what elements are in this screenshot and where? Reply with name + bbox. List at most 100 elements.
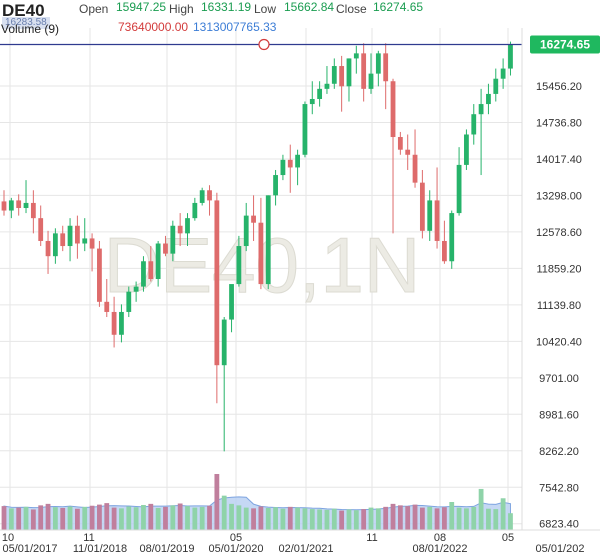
candle-body[interactable] [126, 291, 132, 312]
candle-body[interactable] [133, 286, 139, 292]
candle-body[interactable] [486, 93, 491, 105]
candle-body[interactable] [177, 225, 183, 234]
candle-body[interactable] [375, 53, 381, 74]
candle-body[interactable] [258, 222, 264, 285]
candle-body[interactable] [170, 225, 176, 254]
candle-body[interactable] [89, 238, 95, 249]
volume-bar [412, 504, 418, 530]
candle-body[interactable] [265, 195, 271, 285]
candle-body[interactable] [207, 190, 212, 201]
candle-body[interactable] [155, 243, 161, 279]
candle-body[interactable] [442, 240, 447, 262]
candle-body[interactable] [82, 238, 88, 244]
candle-body[interactable] [287, 159, 293, 168]
candle-body[interactable] [214, 200, 220, 366]
candle-body[interactable] [16, 200, 22, 209]
candle-body[interactable] [383, 53, 389, 82]
volume-bar [302, 508, 308, 530]
high-value: 16331.19 [201, 0, 252, 14]
candle-body[interactable] [478, 104, 484, 115]
y-tick-label: 12578.60 [536, 227, 582, 239]
candle-body[interactable] [104, 301, 110, 312]
close-label: Close [336, 2, 367, 16]
candle-body[interactable] [75, 225, 80, 244]
candle-body[interactable] [353, 53, 359, 59]
candle-body[interactable] [163, 243, 168, 254]
candle-body[interactable] [45, 240, 51, 257]
candle-body[interactable] [419, 182, 425, 231]
candle-body[interactable] [309, 98, 315, 105]
y-tick-label: 14736.80 [536, 117, 582, 129]
candle-body[interactable] [192, 202, 198, 219]
volume-bar [97, 504, 102, 530]
volume-bar [287, 506, 293, 530]
candle-body[interactable] [397, 137, 403, 150]
candle-body[interactable] [23, 202, 29, 209]
volume-bar [456, 507, 462, 530]
candle-body[interactable] [38, 218, 44, 241]
candle-body[interactable] [199, 190, 205, 203]
candle-body[interactable] [229, 284, 234, 320]
candle-body[interactable] [221, 319, 227, 366]
volume-bar [214, 474, 220, 530]
candle-body[interactable] [302, 104, 308, 155]
volume-bar [104, 503, 110, 530]
candle-body[interactable] [390, 81, 396, 138]
candle-body[interactable] [456, 164, 462, 214]
volume-bar [75, 508, 80, 530]
candle-body[interactable] [141, 261, 146, 287]
candle-body[interactable] [236, 246, 242, 285]
candle-body[interactable] [52, 233, 58, 257]
candlesticks[interactable] [1, 41, 513, 452]
volume-value-average: 1313007765.33 [193, 20, 277, 34]
candle-body[interactable] [295, 154, 300, 168]
candle-body[interactable] [331, 66, 337, 84]
price-axis[interactable]: 15456.20 14736.80 14017.40 13298.00 12578.60… [536, 81, 582, 531]
volume-bar [361, 509, 367, 530]
candle-body[interactable] [405, 149, 411, 155]
candle-body[interactable] [368, 73, 374, 89]
candle-body[interactable] [324, 83, 330, 89]
candle-body[interactable] [1, 201, 7, 211]
y-tick-label: 8262.20 [539, 446, 579, 458]
candle-body[interactable] [508, 44, 513, 69]
volume-bar [273, 507, 278, 530]
candle-body[interactable] [185, 218, 190, 234]
candle-body[interactable] [280, 159, 286, 176]
candle-body[interactable] [412, 154, 418, 183]
candle-body[interactable] [30, 202, 36, 219]
candle-body[interactable] [449, 213, 455, 262]
candle-body[interactable] [111, 311, 117, 335]
volume-bar [449, 502, 455, 530]
candle-body[interactable] [273, 175, 278, 196]
symbol-name: DE40 [2, 1, 45, 20]
candle-body[interactable] [427, 200, 433, 231]
candle-body[interactable] [8, 200, 14, 211]
candle-body[interactable] [119, 311, 124, 335]
candle-body[interactable] [361, 53, 367, 89]
candle-body[interactable] [500, 68, 506, 79]
obscured-price-badge: 16283.58 [2, 17, 50, 29]
candle-body[interactable] [251, 215, 256, 223]
candle-body[interactable] [471, 114, 477, 135]
x-tick-label: 11 [83, 532, 94, 544]
volume-bar [500, 498, 506, 530]
candle-body[interactable] [346, 58, 352, 87]
candle-body[interactable] [97, 248, 102, 302]
volume-bar [419, 507, 425, 530]
candle-body[interactable] [317, 88, 323, 99]
candle-body[interactable] [148, 261, 154, 279]
candle-body[interactable] [434, 200, 440, 241]
candle-body[interactable] [339, 66, 345, 87]
open-label: Open [79, 2, 109, 16]
candle-body[interactable] [493, 78, 499, 94]
candle-body[interactable] [67, 225, 73, 247]
volume-bar [339, 510, 345, 530]
candle-body[interactable] [464, 134, 469, 165]
candle-body[interactable] [60, 233, 66, 247]
candle-body[interactable] [243, 215, 249, 247]
price-line-handle[interactable] [258, 38, 270, 51]
last-price-tag: 16274.65 [530, 35, 600, 54]
